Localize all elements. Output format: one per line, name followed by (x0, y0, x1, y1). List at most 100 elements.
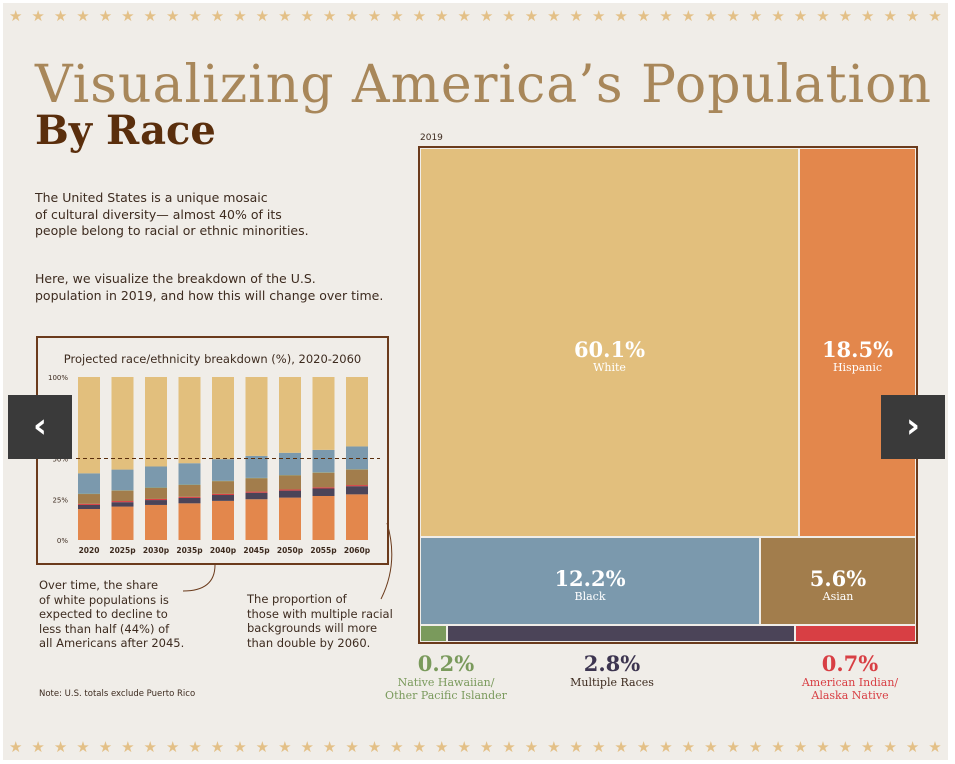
bar-segment-hispanic (178, 503, 201, 540)
page-subtitle: By Race (35, 107, 216, 154)
bar-segment-asian (346, 469, 368, 486)
y-tick-label: 0% (57, 537, 68, 545)
chevron-right-icon: › (905, 406, 920, 446)
tile-category-label: Hispanic (832, 361, 883, 374)
bar-segment-multiple (78, 504, 100, 510)
category-value: 0.7% (821, 651, 879, 676)
tile-value-label: 12.2% (554, 566, 626, 591)
bar-segment-black (212, 459, 234, 481)
bar-segment-white (245, 377, 268, 456)
tile-category-label: White (593, 361, 626, 374)
treemap-label-aian: 0.7% American Indian/ Alaska Native (775, 651, 925, 702)
x-tick-label: 2035p (176, 546, 203, 555)
bar-segment-white (312, 377, 335, 450)
bar-segment-aian (111, 501, 134, 503)
x-tick-label: 2045p (243, 546, 270, 555)
projection-chart-title: Projected race/ethnicity breakdown (%), … (63, 352, 362, 366)
treemap-tile-hispanic: 18.5% Hispanic (799, 148, 916, 537)
treemap-tile-nhpi (420, 625, 447, 642)
bar-segment-aian (245, 491, 268, 493)
bar-segment-aian (312, 487, 335, 489)
bar-segment-multiple (245, 492, 268, 500)
bar-segment-white (212, 377, 234, 460)
bar-segment-black (78, 473, 100, 494)
x-tick-label: 2055p (310, 546, 337, 555)
bar-segment-multiple (178, 497, 201, 504)
bar-segment-aian (145, 498, 167, 501)
bar-segment-aian (212, 493, 234, 496)
tile-value-label: 18.5% (821, 337, 894, 362)
treemap-tile-white: 60.1% White (420, 148, 799, 537)
previous-slide-button[interactable]: ‹ (8, 395, 72, 459)
bar-segment-multiple (279, 490, 301, 498)
bar-segment-black (111, 469, 134, 491)
bar-segment-white (279, 377, 301, 453)
projection-chart: 0%25%50%75%100%20202025p2030p2035p2040p2… (48, 374, 380, 555)
bar-segment-hispanic (245, 499, 268, 540)
bar-segment-asian (111, 490, 134, 502)
tile-value-label: 5.6% (809, 566, 867, 591)
x-tick-label: 2030p (143, 546, 170, 555)
chevron-left-icon: ‹ (32, 406, 47, 446)
bar-segment-white (78, 377, 100, 474)
bar-segment-white (145, 377, 167, 467)
bar-segment-white (346, 377, 368, 447)
bar-segment-white (111, 377, 134, 470)
x-tick-label: 2050p (277, 546, 304, 555)
bar-segment-aian (178, 496, 201, 498)
bar-segment-hispanic (78, 509, 100, 540)
bar-segment-black (279, 452, 301, 476)
bar-segment-asian (78, 494, 100, 504)
x-tick-label: 2040p (210, 546, 237, 555)
page-title: Visualizing America’s Population (35, 55, 932, 115)
tile-value-label: 60.1% (573, 337, 646, 362)
bar-segment-asian (178, 484, 201, 497)
next-slide-button[interactable]: › (881, 395, 945, 459)
category-value: 2.8% (583, 651, 641, 676)
treemap-label-multiple: 2.8% Multiple Races (542, 651, 682, 689)
bar-segment-hispanic (111, 506, 134, 540)
callout-multiple-races: The proportion of those with multiple ra… (247, 592, 393, 650)
star-border-top: ★ ★ ★ ★ ★ ★ ★ ★ ★ ★ ★ ★ ★ ★ ★ ★ ★ ★ ★ ★ ★ ★ ★ ★ ★ ★ ★ ★ ★ ★ ★ ★ ★ ★ ★ ★ ★ ★ ★ ★… (9, 7, 942, 25)
bar-segment-hispanic (212, 500, 234, 540)
treemap-tile-black: 12.2% Black (420, 537, 760, 625)
treemap-label-nhpi: 0.2% Native Hawaiian/ Other Pacific Islan… (361, 651, 531, 702)
tile-category-label: Black (574, 590, 606, 603)
intro-paragraph-2: Here, we visualize the breakdown of the … (35, 271, 384, 303)
bar-segment-aian (78, 503, 100, 505)
y-tick-label: 50% (52, 456, 68, 464)
category-name: Multiple Races (570, 676, 654, 689)
bar-segment-black (346, 446, 368, 470)
bar-segment-black (178, 463, 201, 485)
category-value: 0.2% (417, 651, 475, 676)
category-name: American Indian/ Alaska Native (801, 676, 899, 702)
bar-segment-white (178, 377, 201, 464)
y-tick-label: 100% (48, 374, 68, 382)
bar-segment-aian (346, 485, 368, 487)
bar-segment-hispanic (145, 504, 167, 540)
treemap-tile-aian (795, 625, 916, 642)
category-name: Native Hawaiian/ Other Pacific Islander (385, 676, 507, 702)
y-tick-label: 25% (52, 496, 68, 504)
bar-segment-hispanic (279, 497, 301, 540)
bar-segment-black (312, 449, 335, 473)
treemap-tile-asian: 5.6% Asian (760, 537, 916, 625)
bar-segment-multiple (346, 486, 368, 495)
projection-chart-frame: Projected race/ethnicity breakdown (%), … (36, 336, 389, 565)
bar-segment-black (145, 466, 167, 488)
bar-segment-multiple (145, 500, 167, 505)
x-tick-label: 2060p (344, 546, 371, 555)
bar-segment-hispanic (312, 495, 335, 540)
treemap-year-label: 2019 (420, 133, 443, 143)
bar-segment-multiple (212, 495, 234, 501)
bar-segment-asian (212, 481, 234, 494)
x-tick-label: 2020 (79, 546, 100, 555)
infographic-panel: ★ ★ ★ ★ ★ ★ ★ ★ ★ ★ ★ ★ ★ ★ ★ ★ ★ ★ ★ ★ ★ ★ ★ ★ ★ ★ ★ ★ ★ ★ ★ ★ ★ ★ ★ ★ ★ ★ ★ ★… (3, 3, 948, 760)
intro-paragraph-1: The United States is a unique mosaic of … (35, 190, 309, 238)
star-border-bottom: ★ ★ ★ ★ ★ ★ ★ ★ ★ ★ ★ ★ ★ ★ ★ ★ ★ ★ ★ ★ ★ ★ ★ ★ ★ ★ ★ ★ ★ ★ ★ ★ ★ ★ ★ ★ ★ ★ ★ ★… (9, 738, 942, 756)
x-tick-label: 2025p (109, 546, 136, 555)
bar-segment-multiple (111, 502, 134, 507)
bar-segment-aian (279, 489, 301, 491)
bar-segment-hispanic (346, 494, 368, 540)
